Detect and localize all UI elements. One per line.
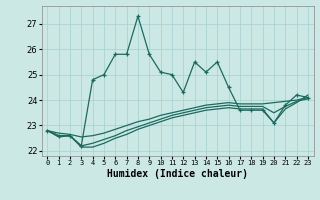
X-axis label: Humidex (Indice chaleur): Humidex (Indice chaleur) bbox=[107, 169, 248, 179]
